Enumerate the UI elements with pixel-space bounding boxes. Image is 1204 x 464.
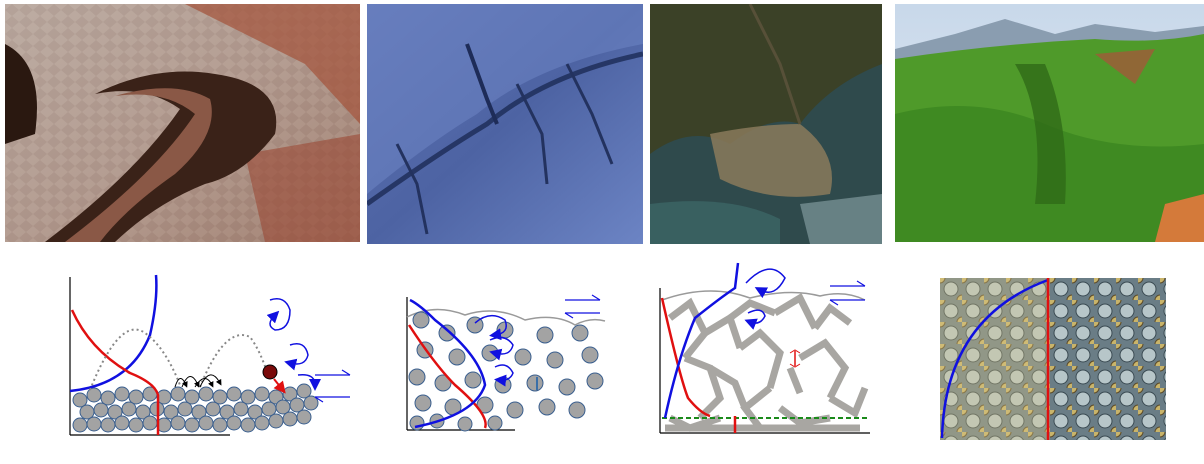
photo-c-river-delta: [650, 4, 882, 244]
diagram-c-network: [650, 258, 875, 443]
diagram-d-microscopy: [940, 278, 1166, 440]
diagram-b-turbidity-current: [395, 285, 615, 440]
photo-b-submarine-canyon: [367, 4, 643, 244]
diagram-a-saltation: [50, 255, 360, 460]
photo-a-mars-dune: [5, 4, 360, 242]
photo-d-hillside: [895, 4, 1204, 242]
